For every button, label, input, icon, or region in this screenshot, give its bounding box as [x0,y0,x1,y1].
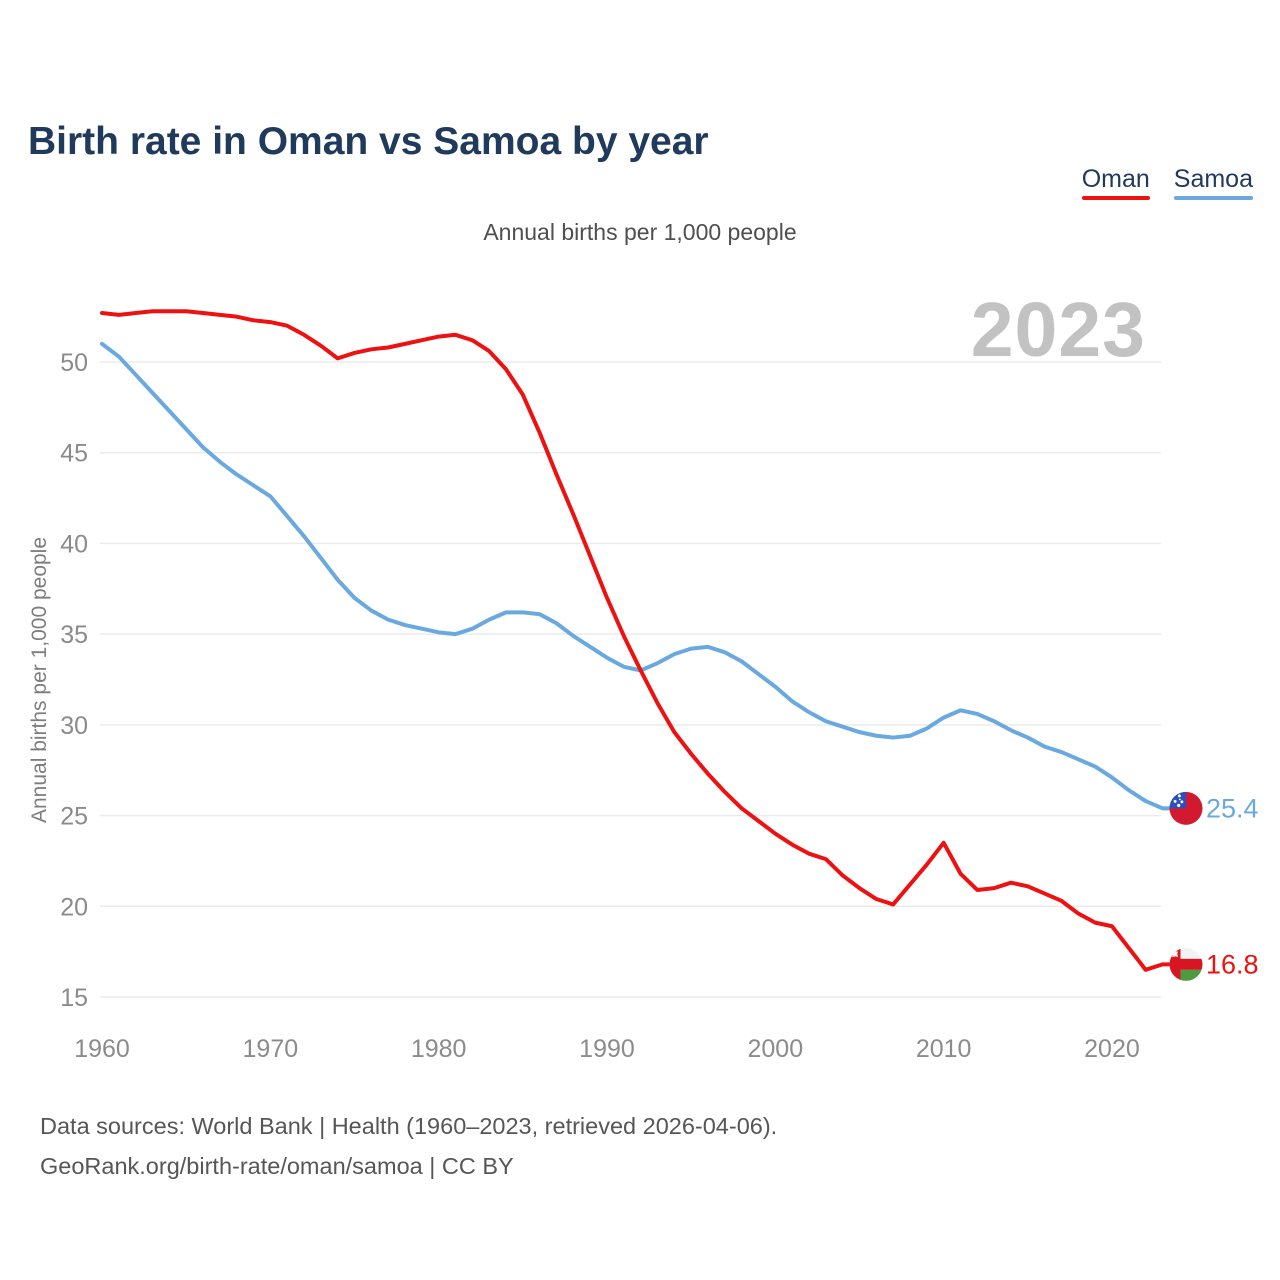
svg-text:1990: 1990 [579,1035,635,1063]
end-value-samoa: 25.4 [1206,793,1259,823]
svg-text:20: 20 [60,893,88,921]
svg-text:15: 15 [60,984,88,1012]
series-line-oman [100,309,1172,972]
series-line-samoa [100,341,1172,811]
footer-sources: Data sources: World Bank | Health (1960–… [40,1113,778,1139]
svg-text:2020: 2020 [1084,1035,1140,1063]
svg-text:1960: 1960 [74,1035,130,1063]
legend: Oman Samoa [1081,165,1253,201]
page-title: Birth rate in Oman vs Samoa by year [28,120,709,164]
end-value-oman: 16.8 [1206,949,1259,979]
legend-underline-oman [1081,196,1150,201]
samoa-flag-icon [1169,791,1203,825]
svg-text:25: 25 [60,803,88,831]
y-axis-title: Annual births per 1,000 people [28,537,51,823]
year-watermark: 2023 [971,287,1146,373]
svg-text:30: 30 [60,712,88,740]
svg-text:50: 50 [60,349,88,377]
svg-text:35: 35 [60,621,88,649]
gridlines [100,361,1161,998]
legend-label-samoa: Samoa [1173,165,1253,193]
svg-text:2010: 2010 [916,1035,972,1063]
legend-label-oman: Oman [1081,165,1150,193]
svg-text:40: 40 [60,530,88,558]
chart-subtitle: Annual births per 1,000 people [483,219,797,245]
svg-text:1980: 1980 [411,1035,467,1063]
footer: Data sources: World Bank | Health (1960–… [40,1106,777,1186]
footer-attribution: GeoRank.org/birth-rate/oman/samoa | CC B… [40,1153,514,1179]
svg-text:2000: 2000 [748,1035,804,1063]
legend-underline-samoa [1173,196,1253,201]
svg-text:1970: 1970 [243,1035,299,1063]
oman-flag-icon [1169,947,1203,981]
y-axis-tick-labels: 15 20 25 30 35 40 45 50 [60,349,88,1012]
x-axis-tick-labels: 1960 1970 1980 1990 2000 2010 2020 [74,1035,1140,1063]
legend-item-oman[interactable]: Oman [1081,165,1150,201]
legend-item-samoa[interactable]: Samoa [1173,165,1253,201]
svg-text:45: 45 [60,440,88,468]
